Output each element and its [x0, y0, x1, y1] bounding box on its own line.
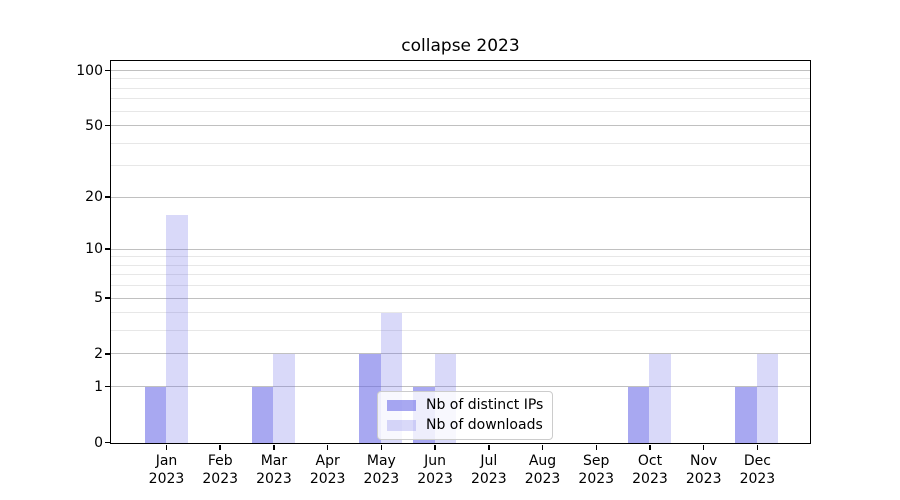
- legend-color-patch: [387, 400, 416, 411]
- x-tick: [380, 444, 383, 450]
- y-tick: [105, 196, 110, 198]
- legend-item: Nb of downloads: [387, 417, 543, 434]
- legend-color-patch: [387, 420, 416, 431]
- y-tick-label: 5: [94, 290, 103, 307]
- y-tick-label: 10: [85, 241, 103, 258]
- gridline-minor: [111, 142, 810, 144]
- gridline-minor: [111, 264, 810, 266]
- bars-layer: [111, 61, 810, 443]
- x-tick: [756, 444, 759, 450]
- legend: Nb of distinct IPs Nb of downloads: [377, 391, 554, 440]
- grid-layer: [111, 61, 810, 443]
- gridline-major: [111, 70, 810, 72]
- x-tick: [434, 444, 436, 450]
- x-tick: [488, 444, 490, 450]
- x-tick-label: Feb 2023: [202, 453, 239, 487]
- gridline-major: [111, 297, 810, 299]
- x-tick: [595, 444, 597, 450]
- x-tick-label: Jan 2023: [148, 453, 185, 487]
- x-tick-label: Apr 2023: [309, 453, 346, 487]
- y-tick-label: 20: [85, 189, 103, 206]
- x-tick-label: Oct 2023: [632, 453, 668, 487]
- x-tick-label: Nov 2023: [685, 453, 722, 487]
- bar-nb-of-downloads-jan: [166, 214, 188, 443]
- y-tick: [105, 297, 110, 299]
- gridline-minor: [111, 285, 810, 287]
- x-tick-label: Jul 2023: [470, 453, 507, 487]
- bar-nb-of-distinct-ips-mar: [251, 387, 274, 443]
- x-tick: [273, 444, 275, 450]
- y-tick: [105, 353, 110, 355]
- x-tick-label: Aug 2023: [524, 453, 561, 487]
- x-tick-label: May 2023: [363, 453, 400, 487]
- bar-nb-of-distinct-ips-oct: [627, 387, 650, 443]
- y-tick-label: 1: [94, 378, 103, 395]
- x-tick-label: Dec 2023: [739, 453, 776, 487]
- bar-nb-of-downloads-dec: [756, 354, 779, 443]
- y-tick: [105, 248, 110, 250]
- gridline-major: [111, 386, 810, 388]
- gridline-minor: [111, 78, 810, 80]
- gridline-major: [111, 353, 810, 355]
- x-tick-label: Sep 2023: [578, 453, 615, 487]
- y-tick-label: 50: [85, 117, 103, 134]
- y-tick-label: 2: [94, 345, 103, 362]
- gridline-minor: [111, 98, 810, 100]
- x-tick: [702, 444, 705, 450]
- legend-item-label: Nb of distinct IPs: [426, 397, 544, 413]
- gridline-major: [111, 125, 810, 127]
- gridline-minor: [111, 165, 810, 167]
- gridline-minor: [111, 256, 810, 258]
- plot-area: [110, 60, 811, 444]
- x-tick-label: Mar 2023: [256, 453, 292, 487]
- gridline-minor: [111, 87, 810, 89]
- y-tick: [105, 69, 110, 72]
- x-tick-label: Jun 2023: [417, 453, 453, 487]
- bar-nb-of-distinct-ips-jan: [144, 387, 166, 443]
- x-tick: [326, 444, 329, 450]
- chart-title: collapse 2023: [401, 36, 520, 56]
- y-tick-label: 100: [76, 62, 103, 79]
- gridline-minor: [111, 330, 810, 332]
- x-tick: [649, 444, 651, 450]
- y-tick: [105, 441, 110, 444]
- y-tick-label: 0: [94, 434, 103, 451]
- gridline-major: [111, 248, 810, 250]
- x-tick: [541, 444, 544, 450]
- gridline-minor: [111, 110, 810, 112]
- legend-item: Nb of distinct IPs: [387, 397, 543, 414]
- gridline-minor: [111, 312, 810, 314]
- x-tick: [165, 444, 168, 450]
- bar-nb-of-downloads-oct: [649, 354, 671, 443]
- gridline-minor: [111, 274, 810, 276]
- bar-nb-of-distinct-ips-dec: [735, 387, 757, 443]
- legend-item-label: Nb of downloads: [426, 417, 543, 433]
- bar-nb-of-downloads-mar: [273, 354, 295, 443]
- x-tick: [219, 444, 221, 450]
- gridline-major: [111, 196, 810, 198]
- bar-nb-of-distinct-ips-may: [359, 354, 381, 443]
- y-tick: [105, 385, 110, 388]
- y-tick: [105, 124, 110, 127]
